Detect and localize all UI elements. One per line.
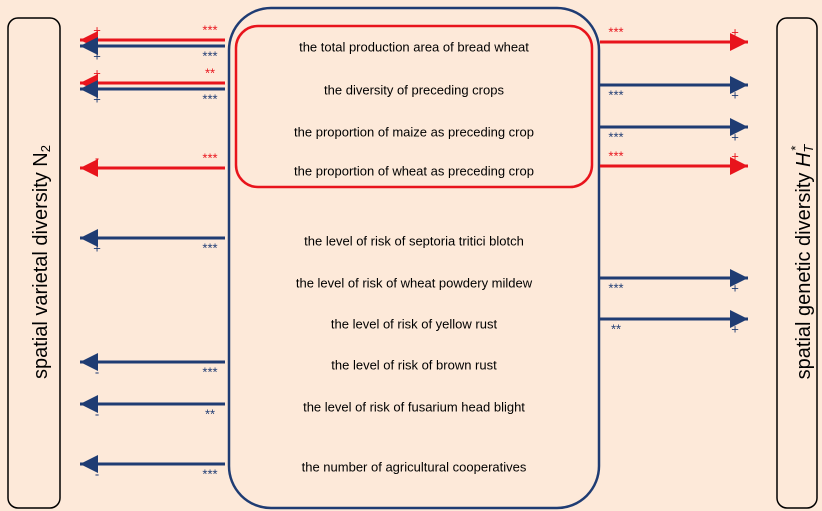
- sign-label: +: [93, 48, 101, 63]
- factor-label: the diversity of preceding crops: [324, 82, 504, 97]
- sign-label: +: [93, 22, 101, 37]
- factor-label: the proportion of maize as preceding cro…: [294, 124, 534, 139]
- significance-label: **: [205, 65, 215, 80]
- sign-label: -: [95, 406, 99, 421]
- sign-label: +: [93, 91, 101, 106]
- factor-label: the level of risk of yellow rust: [331, 316, 498, 331]
- factor-label: the level of risk of septoria tritici bl…: [304, 233, 524, 248]
- factor-label: the level of risk of fusarium head bligh…: [303, 399, 525, 414]
- left-label-text: spatial varietal diversity: [30, 167, 52, 379]
- sign-label: -: [95, 364, 99, 379]
- sign-label: +: [731, 321, 739, 336]
- sign-label: +: [731, 280, 739, 295]
- right-box: [776, 17, 818, 509]
- sign-label: +: [731, 24, 739, 39]
- significance-label: ***: [202, 91, 217, 106]
- left-label-subscript: 2: [38, 145, 53, 152]
- sign-label: -: [95, 150, 99, 165]
- factor-box: [227, 6, 601, 510]
- significance-label: ***: [202, 22, 217, 37]
- right-label-superscript: *: [788, 146, 803, 151]
- right-label-symbol: H: [793, 152, 815, 167]
- significance-label: ***: [608, 87, 623, 102]
- significance-label: ***: [608, 280, 623, 295]
- significance-label: ***: [608, 129, 623, 144]
- sign-label: +: [731, 148, 739, 163]
- factor-label: the total production area of bread wheat: [299, 39, 529, 54]
- right-label: spatial genetic diversity HT*: [788, 144, 816, 380]
- factor-label: the proportion of wheat as preceding cro…: [294, 163, 534, 178]
- highlight-box: [234, 24, 594, 189]
- sign-label: -: [95, 466, 99, 481]
- significance-label: ***: [202, 48, 217, 63]
- significance-label: ***: [202, 466, 217, 481]
- significance-label: ***: [202, 364, 217, 379]
- sign-label: +: [93, 65, 101, 80]
- significance-label: ***: [202, 240, 217, 255]
- significance-label: ***: [608, 148, 623, 163]
- factor-label: the level of risk of wheat powdery milde…: [296, 275, 533, 290]
- significance-label: ***: [202, 150, 217, 165]
- sign-label: +: [93, 240, 101, 255]
- left-label: spatial varietal diversity N2: [30, 145, 53, 379]
- significance-label: ***: [608, 24, 623, 39]
- significance-label: **: [205, 406, 215, 421]
- sign-label: +: [731, 129, 739, 144]
- right-label-text: spatial genetic diversity: [793, 167, 815, 379]
- factor-label: the level of risk of brown rust: [331, 357, 497, 372]
- sign-label: +: [731, 87, 739, 102]
- left-label-symbol: N: [30, 152, 52, 166]
- factor-label: the number of agricultural cooperatives: [302, 459, 527, 474]
- left-box: [7, 17, 61, 509]
- right-label-subscript: T: [801, 144, 816, 153]
- significance-label: **: [611, 321, 621, 336]
